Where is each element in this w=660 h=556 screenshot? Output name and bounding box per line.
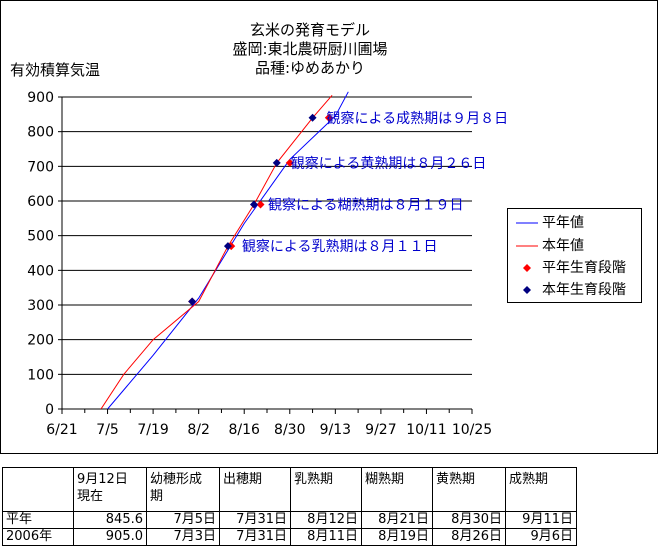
y-tick-label: 900 (27, 90, 54, 106)
y-tick-label: 0 (45, 402, 54, 418)
row-label: 平年 (2, 511, 74, 529)
y-tick-label: 600 (27, 194, 54, 210)
table-cell: 8月30日 (432, 511, 506, 529)
table-cell: 8月12日 (290, 511, 362, 529)
legend-label: 本年値 (542, 238, 584, 254)
chart-title-line-1: 玄米の発育モデル (249, 21, 370, 39)
series-marker-2 (256, 200, 265, 209)
y-tick-label: 100 (27, 367, 54, 383)
table-header-cell: 黄熟期 (432, 467, 506, 512)
x-tick-label: 7/5 (96, 422, 119, 438)
y-tick-label: 300 (27, 298, 54, 314)
x-tick-label: 9/13 (320, 422, 351, 438)
table-header-cell: 成熟期 (505, 467, 577, 512)
table-cell: 9月11日 (505, 511, 577, 529)
legend-label: 平年値 (542, 215, 584, 231)
legend-label: 本年生育段階 (542, 282, 626, 298)
table-cell: 8月19日 (361, 528, 433, 546)
annotation: 観察による乳熟期は８月１１日 (242, 238, 438, 255)
series-marker-3 (188, 297, 197, 306)
y-tick-label: 400 (27, 263, 54, 279)
table-header-row: 9月12日 現在 幼穂形成 期 出穂期 乳熟期 糊熟期 黄熟期 成熟期 (2, 467, 577, 512)
legend-swatch-red-diamond-icon (523, 264, 531, 272)
table-cell: 7月3日 (146, 528, 220, 546)
x-tick-label: 8/30 (274, 422, 305, 438)
table-header-cell: 9月12日 現在 (73, 467, 147, 512)
legend-label: 平年生育段階 (542, 260, 626, 276)
table-cell: 7月5日 (146, 511, 220, 529)
annotation: 観察による黄熟期は８月２６日 (291, 155, 487, 172)
series-marker-2 (285, 158, 294, 167)
series-line-0 (107, 91, 349, 409)
table-cell: 7月31日 (219, 511, 291, 529)
x-tick-label: 10/25 (452, 422, 492, 438)
chart-title-line-3: 品種:ゆめあかり (254, 59, 366, 77)
series-marker-3 (272, 158, 281, 167)
legend-swatch-navy-diamond-icon (523, 286, 531, 294)
table-row: 平年 845.6 7月5日 7月31日 8月12日 8月21日 8月30日 9月… (2, 511, 577, 529)
y-tick-label: 800 (27, 125, 54, 141)
x-tick-label: 7/19 (137, 422, 168, 438)
annotation: 観察による成熟期は９月８日 (327, 110, 509, 127)
y-tick-label: 500 (27, 229, 54, 245)
series-marker-2 (324, 113, 333, 122)
legend: 平年値 本年値 平年生育段階 本年生育段階 (507, 208, 642, 303)
legend-swatch-blue-line (516, 222, 538, 224)
y-axis-label: 有効積算気温 (10, 61, 101, 79)
chart-title-line-2: 盛岡:東北農研厨川圃場 (232, 40, 388, 58)
table-row: 2006年 905.0 7月3日 7月31日 8月11日 8月19日 8月26日… (2, 528, 577, 546)
stage-table: 9月12日 現在 幼穂形成 期 出穂期 乳熟期 糊熟期 黄熟期 成熟期 平年 8… (2, 467, 577, 546)
table-cell: 8月11日 (290, 528, 362, 546)
y-tick-label: 200 (27, 333, 54, 349)
table-cell: 8月21日 (361, 511, 433, 529)
table-header-cell: 幼穂形成 期 (146, 467, 220, 512)
table-header-cell: 出穂期 (219, 467, 291, 512)
table-cell: 845.6 (73, 511, 147, 529)
table-header-cell (2, 467, 74, 512)
table-header-cell: 糊熟期 (361, 467, 433, 512)
series-marker-3 (223, 242, 232, 251)
legend-item-heinen-line: 平年値 (514, 213, 642, 233)
table-cell: 8月26日 (432, 528, 506, 546)
x-tick-label: 9/27 (365, 422, 396, 438)
series-marker-3 (308, 113, 317, 122)
x-tick-label: 8/2 (187, 422, 210, 438)
x-tick-label: 8/16 (228, 422, 260, 438)
legend-swatch-red-line (516, 245, 538, 247)
legend-item-heinen-stage: 平年生育段階 (514, 258, 642, 278)
legend-item-honnen-stage: 本年生育段階 (514, 280, 642, 300)
x-tick-label: 6/21 (46, 422, 77, 438)
legend-item-honnen-line: 本年値 (514, 236, 642, 256)
x-tick-label: 10/11 (406, 422, 446, 438)
row-label: 2006年 (2, 528, 74, 546)
plot-area: 0 100 200 300 400 500 600 700 800 900 6/21 7/5 7/19 8… (27, 90, 509, 438)
table-cell: 7月31日 (219, 528, 291, 546)
annotation: 観察による糊熟期は８月１９日 (268, 196, 464, 213)
table-cell: 905.0 (73, 528, 147, 546)
series-marker-3 (249, 200, 258, 209)
y-tick-label: 700 (27, 159, 54, 175)
table-header-cell: 乳熟期 (290, 467, 362, 512)
table-cell: 9月6日 (505, 528, 577, 546)
